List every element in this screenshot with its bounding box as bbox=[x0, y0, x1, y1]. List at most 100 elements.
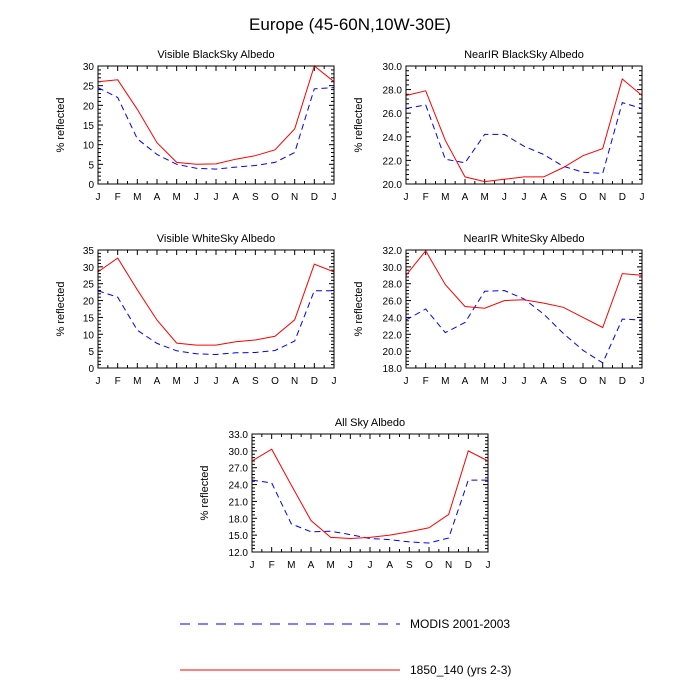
x-tick-label: A bbox=[232, 192, 239, 203]
series-line-model bbox=[97, 257, 335, 346]
series-line-modis bbox=[97, 87, 335, 170]
y-tick-label: 5 bbox=[88, 347, 94, 358]
series-line-modis bbox=[97, 290, 334, 356]
y-axis-label: % reflected bbox=[353, 281, 365, 336]
x-tick-label: M bbox=[441, 376, 449, 387]
x-tick-label: J bbox=[522, 192, 527, 203]
y-axis-label: % reflected bbox=[353, 97, 365, 152]
y-tick-label: 26.0 bbox=[383, 297, 403, 308]
x-tick-label: J bbox=[214, 192, 219, 203]
y-tick-label: 18.0 bbox=[383, 364, 403, 375]
y-tick-label: 0 bbox=[88, 180, 94, 191]
plot-frame bbox=[97, 249, 335, 369]
chart-panel: NearIR WhiteSky Albedo % reflected 18.0 20.… bbox=[353, 233, 645, 387]
x-tick-label: M bbox=[326, 560, 334, 571]
y-tick-label: 10 bbox=[83, 141, 95, 152]
x-tick-label: J bbox=[640, 192, 645, 203]
y-axis-label: % reflected bbox=[199, 465, 211, 520]
x-tick-label: M bbox=[172, 192, 180, 203]
x-tick-label: S bbox=[560, 376, 567, 387]
x-tick-label: O bbox=[579, 192, 587, 203]
y-tick-label: 32.0 bbox=[383, 246, 403, 257]
chart-panels: Visible BlackSky Albedo % reflected 0 5 10 15… bbox=[55, 49, 645, 571]
x-tick-label: A bbox=[386, 560, 393, 571]
x-tick-label: M bbox=[133, 192, 141, 203]
x-tick-label: M bbox=[172, 376, 180, 387]
y-tick-label: 26.0 bbox=[383, 109, 403, 120]
chart-panel: All Sky Albedo % reflected 12.0 15.0 18.0 21.… bbox=[199, 417, 491, 571]
legend: MODIS 2001-2003 1850_140 (yrs 2-3) bbox=[180, 617, 511, 677]
x-tick-label: A bbox=[154, 192, 161, 203]
y-tick-label: 24.0 bbox=[229, 481, 249, 492]
y-tick-label: 5 bbox=[88, 160, 94, 171]
x-tick-label: J bbox=[214, 376, 219, 387]
x-tick-label: A bbox=[540, 376, 547, 387]
x-tick-label: D bbox=[619, 376, 626, 387]
panel-title: NearIR BlackSky Albedo bbox=[464, 49, 584, 61]
legend-label-model: 1850_140 (yrs 2-3) bbox=[410, 663, 511, 677]
series-line-model bbox=[405, 249, 643, 329]
x-tick-label: J bbox=[404, 192, 409, 203]
x-tick-label: J bbox=[502, 376, 507, 387]
x-tick-label: J bbox=[194, 376, 199, 387]
x-tick-label: D bbox=[619, 192, 626, 203]
y-tick-label: 25 bbox=[83, 82, 95, 93]
x-tick-label: O bbox=[425, 560, 433, 571]
y-tick-label: 30.0 bbox=[229, 447, 249, 458]
x-tick-label: J bbox=[502, 192, 507, 203]
x-tick-label: J bbox=[194, 192, 199, 203]
y-tick-label: 25 bbox=[83, 280, 95, 291]
y-tick-label: 21.0 bbox=[229, 497, 249, 508]
y-tick-label: 15 bbox=[83, 313, 95, 324]
x-tick-label: J bbox=[332, 192, 337, 203]
x-tick-label: F bbox=[115, 192, 121, 203]
plot-frame bbox=[251, 433, 489, 553]
x-tick-label: A bbox=[462, 376, 469, 387]
plot-frame bbox=[405, 65, 643, 185]
series-line-modis bbox=[251, 479, 488, 544]
x-tick-label: D bbox=[311, 192, 318, 203]
y-tick-label: 18.0 bbox=[229, 514, 249, 525]
x-tick-label: A bbox=[540, 192, 547, 203]
x-tick-label: M bbox=[480, 192, 488, 203]
x-tick-label: S bbox=[406, 560, 413, 571]
chart-panel: NearIR BlackSky Albedo % reflected 20.0 22.… bbox=[353, 49, 645, 203]
x-tick-label: A bbox=[154, 376, 161, 387]
x-tick-label: F bbox=[423, 376, 429, 387]
x-tick-label: S bbox=[252, 376, 259, 387]
plot-frame bbox=[405, 249, 643, 369]
x-tick-label: J bbox=[96, 376, 101, 387]
x-tick-label: J bbox=[640, 376, 645, 387]
y-tick-label: 28.0 bbox=[383, 280, 403, 291]
y-tick-label: 24.0 bbox=[383, 313, 403, 324]
y-tick-label: 22.0 bbox=[383, 156, 403, 167]
y-tick-label: 20 bbox=[83, 101, 95, 112]
legend-label-modis: MODIS 2001-2003 bbox=[410, 617, 510, 631]
x-tick-label: M bbox=[480, 376, 488, 387]
x-tick-label: F bbox=[269, 560, 275, 571]
x-tick-label: M bbox=[287, 560, 295, 571]
y-axis-label: % reflected bbox=[55, 281, 67, 336]
x-tick-label: O bbox=[271, 192, 279, 203]
x-tick-label: O bbox=[271, 376, 279, 387]
y-tick-label: 30.0 bbox=[383, 62, 403, 73]
x-tick-label: J bbox=[404, 376, 409, 387]
x-tick-label: J bbox=[96, 192, 101, 203]
panel-title: All Sky Albedo bbox=[335, 417, 405, 429]
y-tick-label: 15 bbox=[83, 121, 95, 132]
figure-title: Europe (45-60N,10W-30E) bbox=[249, 15, 451, 34]
x-tick-label: O bbox=[579, 376, 587, 387]
y-tick-label: 22.0 bbox=[383, 330, 403, 341]
y-tick-label: 30 bbox=[83, 263, 95, 274]
x-tick-label: J bbox=[486, 560, 491, 571]
y-tick-label: 12.0 bbox=[229, 548, 249, 559]
x-tick-label: J bbox=[368, 560, 373, 571]
panel-title: Visible WhiteSky Albedo bbox=[157, 233, 275, 245]
x-tick-label: N bbox=[445, 560, 452, 571]
y-tick-label: 20 bbox=[83, 297, 95, 308]
y-tick-label: 15.0 bbox=[229, 531, 249, 542]
x-tick-label: A bbox=[308, 560, 315, 571]
y-tick-label: 10 bbox=[83, 330, 95, 341]
series-line-modis bbox=[405, 101, 643, 174]
